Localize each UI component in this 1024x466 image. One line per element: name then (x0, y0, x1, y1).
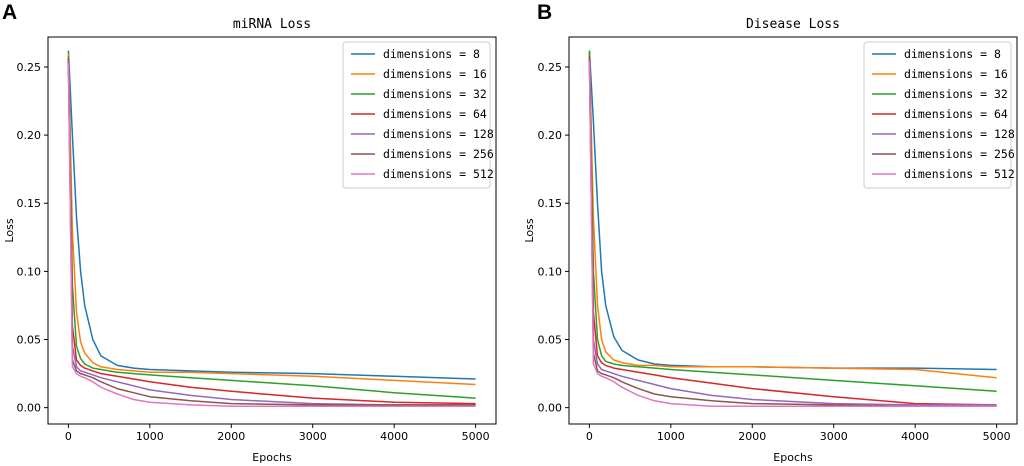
y-tick-label: 0.05 (538, 334, 563, 347)
legend-box (342, 41, 491, 189)
series-line-dimensions-256 (67, 61, 476, 406)
y-tick-label: 0.20 (17, 129, 42, 142)
y-tick-label: 0.10 (538, 265, 563, 278)
x-tick-label: 5000 (983, 430, 1011, 443)
chart-title: Disease Loss (746, 17, 840, 32)
series-line-dimensions-128 (588, 58, 997, 406)
series-line-dimensions-512 (67, 62, 476, 408)
series-line-dimensions-128 (67, 60, 476, 406)
panel-letter: B (537, 1, 552, 24)
legend-label: dimensions = 256 (904, 147, 1015, 161)
x-tick-label: 1000 (657, 430, 685, 443)
plot-frame (47, 36, 497, 425)
y-tick-label: 0.00 (538, 402, 563, 415)
series-line-dimensions-256 (588, 60, 997, 408)
series-line-dimensions-16 (67, 53, 476, 386)
x-tick-label: 2000 (738, 430, 766, 443)
x-tick-label: 0 (586, 430, 593, 443)
legend-label: dimensions = 128 (904, 127, 1015, 141)
legend-label: dimensions = 512 (383, 167, 494, 181)
legend-label: dimensions = 8 (383, 47, 480, 61)
series-line-dimensions-32 (67, 56, 476, 399)
legend-label: dimensions = 64 (383, 107, 487, 121)
x-tick-label: 3000 (299, 430, 327, 443)
x-tick-label: 4000 (901, 430, 929, 443)
y-tick-label: 0.25 (17, 61, 42, 74)
x-tick-label: 0 (65, 430, 72, 443)
legend-label: dimensions = 64 (904, 107, 1008, 121)
y-tick-label: 0.15 (17, 197, 42, 210)
y-tick-label: 0.20 (538, 129, 563, 142)
legend-label: dimensions = 512 (904, 167, 1015, 181)
legend-label: dimensions = 256 (383, 147, 494, 161)
y-axis-label: Loss (523, 218, 536, 242)
series-line-dimensions-64 (67, 58, 476, 405)
series-line-dimensions-512 (588, 61, 997, 408)
series-line-dimensions-64 (588, 56, 997, 406)
legend: dimensions = 8 dimensions = 16 dimensions … (863, 41, 1015, 189)
series-line-dimensions-8 (67, 50, 476, 380)
x-axis-label: Epochs (773, 451, 813, 464)
y-tick-label: 0.15 (538, 197, 563, 210)
legend-label: dimensions = 16 (383, 67, 487, 81)
series-lines (588, 50, 997, 408)
y-tick-label: 0.00 (17, 402, 42, 415)
x-tick-label: 5000 (462, 430, 490, 443)
y-axis-label: Loss (3, 218, 16, 242)
x-tick-label: 2000 (217, 430, 245, 443)
x-tick-label: 3000 (820, 430, 848, 443)
legend-box (863, 41, 1012, 189)
series-line-dimensions-16 (588, 53, 997, 379)
panel-letter: A (2, 1, 17, 24)
legend-label: dimensions = 32 (383, 87, 487, 101)
y-tick-label: 0.25 (538, 61, 563, 74)
series-lines (67, 50, 476, 408)
legend-label: dimensions = 32 (904, 87, 1008, 101)
x-axis-label: Epochs (252, 451, 292, 464)
legend-label: dimensions = 16 (904, 67, 1008, 81)
chart-panel-b: B Disease Loss 0 1000 2000 3000 4000 5000 0.00 0.… (523, 1, 1018, 464)
series-line-dimensions-32 (588, 50, 997, 393)
legend-label: dimensions = 8 (904, 47, 1001, 61)
legend-label: dimensions = 128 (383, 127, 494, 141)
legend: dimensions = 8 dimensions = 16 dimensions … (342, 41, 494, 189)
x-tick-label: 4000 (380, 430, 408, 443)
chart-title: miRNA Loss (233, 17, 311, 32)
plot-frame (568, 36, 1018, 425)
y-tick-label: 0.05 (17, 334, 42, 347)
y-tick-label: 0.10 (17, 265, 42, 278)
x-tick-label: 1000 (136, 430, 164, 443)
